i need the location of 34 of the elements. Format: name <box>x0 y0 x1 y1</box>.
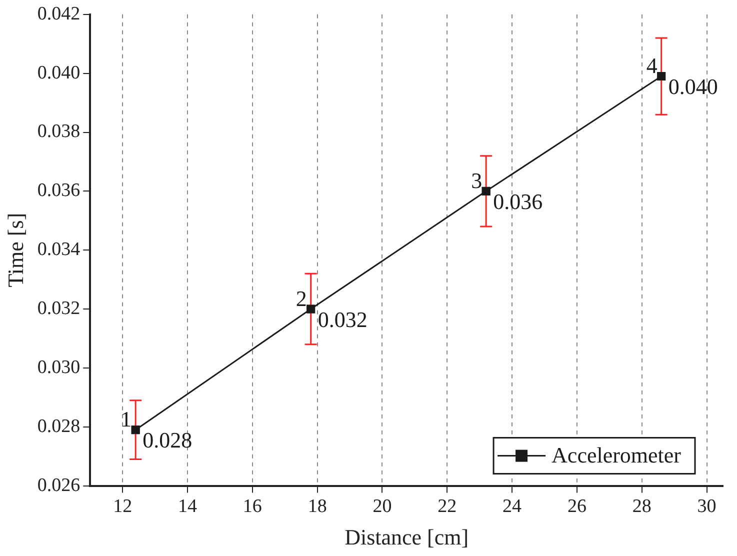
x-tick-label: 18 <box>308 496 327 518</box>
y-tick-label: 0.038 <box>37 121 80 142</box>
y-axis-title: Time [s] <box>2 212 28 288</box>
x-tick-label: 22 <box>438 496 457 518</box>
point <box>131 426 140 434</box>
annotation: 3 <box>471 168 482 193</box>
y-tick-label: 0.040 <box>37 62 80 84</box>
y-tick-label: 0.032 <box>37 298 80 320</box>
y-tick-label: 0.042 <box>37 3 80 24</box>
annotation: 2 <box>296 286 307 311</box>
point <box>306 304 316 314</box>
annotation: 4 <box>646 53 658 78</box>
data-label: 0.028 <box>142 428 192 453</box>
data-label: 0.032 <box>318 306 368 332</box>
point <box>482 186 490 196</box>
annotation: 1 <box>120 406 132 432</box>
data-label: 0.040 <box>668 74 718 100</box>
data-label: 0.036 <box>493 188 543 214</box>
x-axis-title: Distance [cm] <box>344 524 469 550</box>
point <box>657 72 666 81</box>
y-tick-label: 0.028 <box>37 416 80 437</box>
y-tick-label: 0.034 <box>37 239 81 260</box>
legend-label: Accelerometer <box>552 442 682 468</box>
x-tick-label: 14 <box>178 496 198 518</box>
x-tick-label: 28 <box>632 496 652 518</box>
y-tick-label: 0.026 <box>37 474 80 496</box>
y-tick-label: 0.036 <box>37 180 80 202</box>
x-tick-label: 12 <box>113 496 132 518</box>
y-tick-label: 0.030 <box>37 356 80 378</box>
x-tick-label: 30 <box>697 496 716 518</box>
x-tick-label: 20 <box>372 496 392 518</box>
x-tick-label: 16 <box>242 496 262 518</box>
x-tick-label: 26 <box>567 496 586 518</box>
x-tick-label: 24 <box>502 496 522 518</box>
